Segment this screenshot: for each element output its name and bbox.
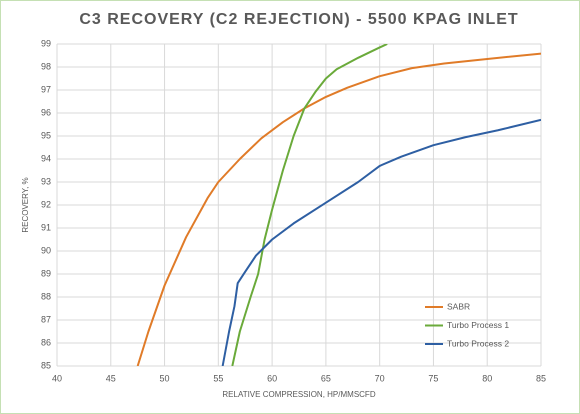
y-tick-label: 89 <box>41 268 51 278</box>
y-tick-label: 93 <box>41 176 51 186</box>
y-tick-label: 94 <box>41 153 51 163</box>
x-tick-label: 75 <box>428 373 438 383</box>
y-tick-label: 88 <box>41 291 51 301</box>
y-tick-label: 86 <box>41 337 51 347</box>
series-line <box>231 44 388 366</box>
x-tick-label: 55 <box>213 373 223 383</box>
legend-label: SABR <box>447 301 470 311</box>
x-tick-label: 70 <box>375 373 385 383</box>
y-axis-title: RECOVERY, % <box>21 177 30 232</box>
y-tick-label: 95 <box>41 130 51 140</box>
x-tick-label: 45 <box>106 373 116 383</box>
x-tick-label: 80 <box>482 373 492 383</box>
y-tick-label: 99 <box>41 38 51 48</box>
y-tick-label: 85 <box>41 360 51 370</box>
y-tick-label: 92 <box>41 199 51 209</box>
legend-label: Turbo Process 1 <box>447 320 509 330</box>
series-line <box>221 118 541 366</box>
x-tick-label: 40 <box>52 373 62 383</box>
chart-title: C3 RECOVERY (C2 REJECTION) - 5500 KPAG I… <box>79 11 518 28</box>
plot-area <box>136 44 541 366</box>
x-tick-label: 65 <box>321 373 331 383</box>
x-tick-label: 50 <box>160 373 170 383</box>
y-tick-label: 90 <box>41 245 51 255</box>
x-tick-label: 85 <box>536 373 546 383</box>
y-tick-label: 91 <box>41 222 51 232</box>
y-tick-label: 96 <box>41 107 51 117</box>
y-tick-label: 87 <box>41 314 51 324</box>
x-axis-title: RELATIVE COMPRESSION, HP/MMSCFD <box>222 390 375 399</box>
x-tick-label: 60 <box>267 373 277 383</box>
legend-label: Turbo Process 2 <box>447 338 509 348</box>
y-tick-label: 98 <box>41 61 51 71</box>
y-tick-label: 97 <box>41 84 51 94</box>
series-line <box>136 52 541 366</box>
